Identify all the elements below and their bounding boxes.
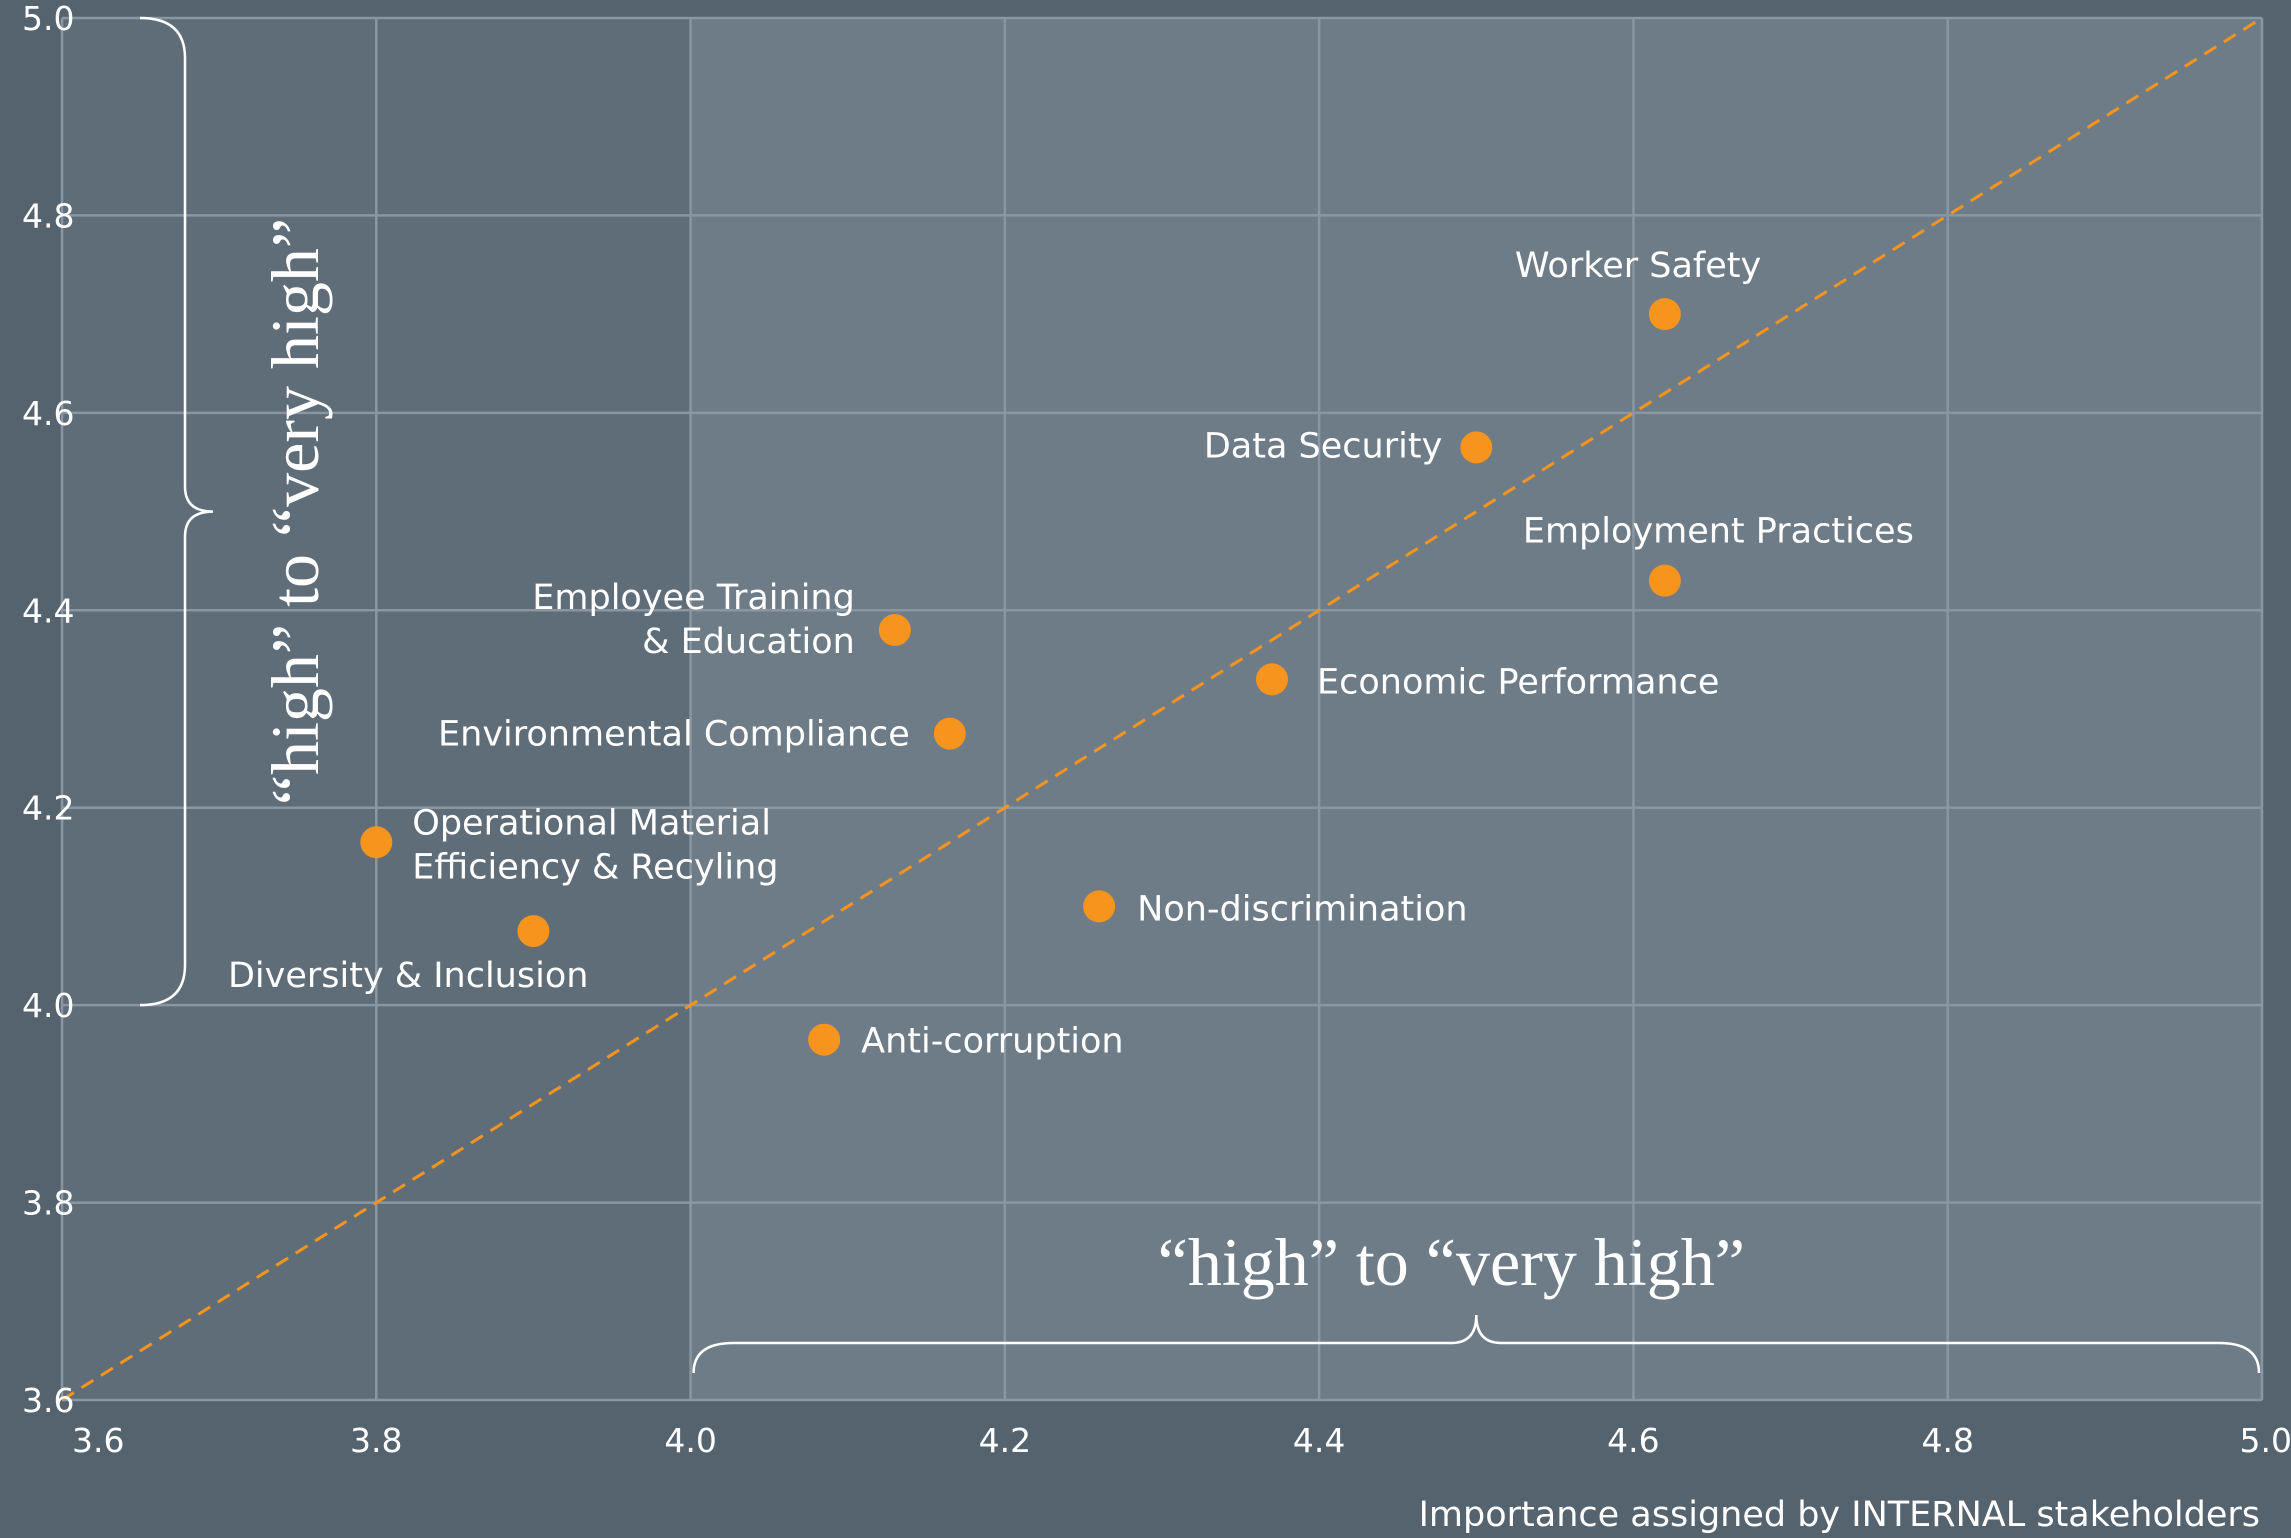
x-axis-label: Importance assigned by INTERNAL stakehol…: [1419, 1495, 2260, 1535]
data-point: [517, 915, 550, 948]
x-tick-label: 4.6: [1607, 1421, 1659, 1460]
y-range-annotation: “high” to “very high”: [257, 218, 333, 805]
x-tick-label: 4.4: [1293, 1421, 1345, 1460]
y-tick-label: 3.6: [22, 1381, 74, 1420]
data-point-label: Data Security: [1204, 426, 1442, 466]
data-point: [808, 1023, 841, 1056]
data-point-label: Anti-corruption: [861, 1022, 1123, 1062]
grid-lines: [60, 16, 2264, 1402]
x-tick-label: 5.0: [2240, 1421, 2291, 1460]
data-point: [1648, 564, 1681, 597]
data-points: Worker Safety Data Security Employment Pra…: [228, 246, 1914, 1062]
x-tick-label: 3.8: [350, 1421, 402, 1460]
data-point-label: Environmental Compliance: [438, 715, 910, 755]
x-range-brace: [692, 1314, 2261, 1374]
x-tick-label: 4.8: [1921, 1421, 1973, 1460]
y-tick-label: 5.0: [22, 0, 74, 38]
x-range-annotation: “high” to “very high”: [1158, 1224, 1745, 1300]
x-tick-label: 4.0: [664, 1421, 716, 1460]
y-tick-label: 4.4: [22, 591, 74, 630]
y-tick-label: 4.0: [22, 986, 74, 1025]
axis-ticks: 3.6 3.8 4.0 4.2 4.4 4.6 4.8 5.0 3.6 3.8 4.0 4.2 4.4 4…: [22, 0, 2291, 1460]
data-point-label: Diversity & Inclusion: [228, 956, 588, 996]
y-tick-label: 4.8: [22, 196, 74, 235]
plot-area-high: [690, 18, 2262, 1400]
data-point: [1648, 298, 1681, 331]
data-point: [1256, 663, 1288, 696]
diagonal-reference-line: [61, 16, 2263, 1402]
y-tick-label: 4.6: [22, 394, 74, 433]
x-tick-label: 4.2: [979, 1421, 1031, 1460]
y-tick-label: 3.8: [22, 1184, 74, 1223]
data-point-label: Worker Safety: [1515, 246, 1761, 286]
y-tick-label: 4.2: [22, 789, 74, 828]
data-point-label: Employee Training & Education: [532, 578, 855, 662]
data-point: [878, 614, 911, 647]
data-point-label: Employment Practices: [1523, 512, 1914, 552]
x-tick-label: 3.6: [72, 1421, 124, 1460]
data-point-label: Operational Material Efficiency & Recylin…: [412, 803, 778, 887]
data-point: [1083, 890, 1116, 923]
data-point: [360, 826, 393, 859]
data-point-label: Economic Performance: [1317, 662, 1719, 702]
data-point: [933, 717, 966, 750]
data-point-label: Non-discrimination: [1137, 889, 1467, 929]
y-range-brace: [139, 16, 214, 1007]
data-point: [1460, 431, 1493, 464]
